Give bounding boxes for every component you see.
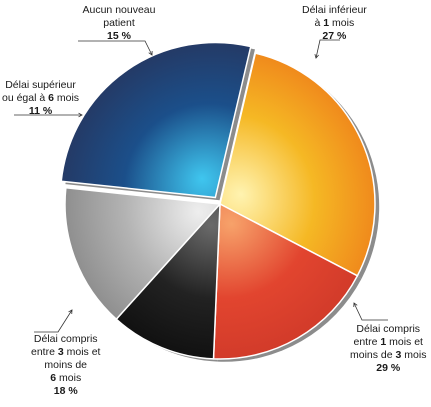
label-line: Délai compris	[33, 333, 98, 345]
label-percent: 11 %	[28, 105, 53, 117]
leader-delai-1-a-3-mois	[353, 302, 388, 321]
leader-delai-3-a-6-mois-arrowhead	[68, 309, 73, 315]
label-delai-1-a-3-mois: Délai compris entre 1 mois et moins de 3…	[350, 323, 426, 375]
label-line: à 1 mois	[314, 17, 355, 29]
leader-lines	[14, 39, 388, 333]
label-line: moins de	[44, 359, 88, 371]
label-line: Délai inférieur	[302, 4, 367, 16]
label-line: moins de 3 mois	[350, 349, 427, 361]
leader-delai-6-mois-et-plus-arrowhead	[78, 112, 83, 118]
label-line: Délai compris	[356, 323, 421, 335]
label-line: 6 mois	[50, 372, 82, 384]
label-delai-6-mois-et-plus: Délai supérieur ou égal à 6 mois 11 %	[2, 79, 79, 118]
leader-delai-3-a-6-mois	[34, 309, 73, 333]
slice-delai-inferieur-1-mois	[60, 41, 252, 199]
slice-aucun-nouveau-patient	[64, 186, 222, 321]
label-line: Aucun nouveau	[82, 4, 156, 16]
leader-delai-1-a-3-mois-arrowhead	[353, 302, 358, 308]
label-aucun-nouveau-patient: Aucun nouveau patient 15 %	[79, 4, 159, 43]
label-line: patient	[103, 17, 135, 29]
leader-aucun-nouveau-patient	[78, 40, 153, 56]
label-percent: 18 %	[53, 385, 78, 397]
label-delai-inferieur-1-mois: Délai inférieur à 1 mois 27 %	[302, 4, 367, 43]
leader-delai-inferieur-1-mois-arrowhead	[314, 54, 319, 59]
label-line: Délai supérieur	[5, 79, 76, 91]
label-percent: 29 %	[376, 362, 401, 374]
label-percent: 15 %	[107, 30, 131, 42]
label-delai-3-a-6-mois: Délai compris entre 3 mois et moins de 6…	[31, 333, 100, 398]
slice-delai-6-mois-et-plus	[115, 201, 221, 360]
leader-delai-inferieur-1-mois	[315, 39, 340, 59]
label-percent: 27 %	[322, 30, 347, 42]
label-line: entre 3 mois et	[31, 346, 101, 358]
pie-slice-layer	[60, 41, 376, 360]
label-line: ou égal à 6 mois	[2, 92, 80, 104]
slice-delai-3-a-6-mois	[212, 202, 359, 360]
slice-delai-1-a-3-mois	[219, 52, 376, 277]
leader-aucun-nouveau-patient-arrowhead	[148, 50, 153, 56]
label-line: entre 1 mois et	[353, 336, 423, 348]
